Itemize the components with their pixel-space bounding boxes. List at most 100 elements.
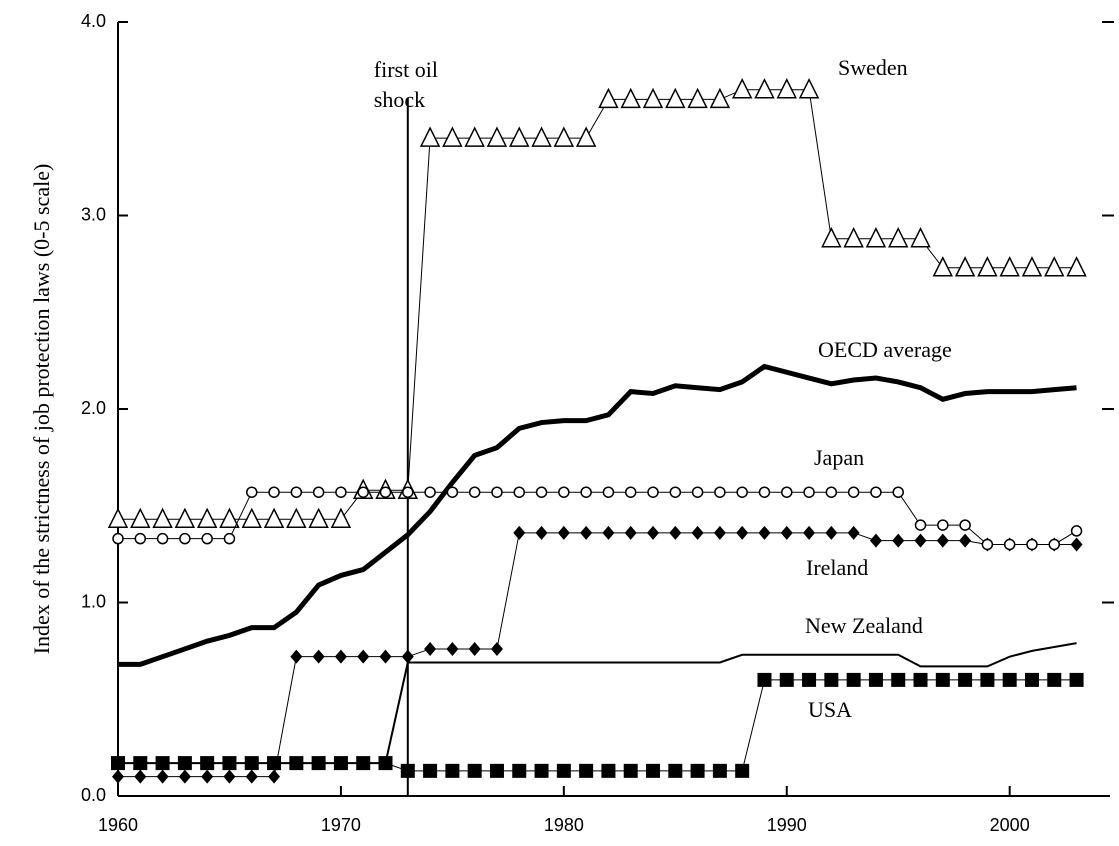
circle-marker — [1048, 538, 1061, 551]
triangle-marker — [865, 227, 887, 248]
circle-marker — [112, 532, 124, 545]
triangle-marker — [798, 78, 820, 99]
diamond-marker — [223, 769, 236, 784]
diamond-marker — [513, 525, 526, 540]
diamond-marker — [201, 769, 214, 784]
diamond-marker — [379, 649, 392, 664]
circle-marker — [825, 486, 838, 498]
diamond-marker — [713, 525, 726, 540]
square-marker — [333, 756, 348, 771]
x-tick-label: 2000 — [990, 815, 1030, 835]
triangle-marker — [1044, 256, 1065, 277]
y-tick-label: 1.0 — [81, 591, 106, 611]
triangle-marker — [152, 507, 173, 529]
circle-marker — [558, 486, 570, 498]
square-marker — [891, 672, 906, 687]
triangle-marker — [999, 256, 1020, 277]
circle-marker — [1003, 538, 1016, 551]
triangle-marker — [486, 126, 508, 147]
triangle-marker — [620, 87, 641, 109]
triangle-marker — [286, 507, 307, 529]
circle-marker — [624, 486, 637, 498]
diamond-marker — [758, 525, 771, 540]
circle-marker — [803, 486, 815, 498]
diamond-marker — [334, 649, 347, 664]
square-marker — [601, 763, 616, 778]
triangle-marker — [709, 87, 731, 109]
square-marker — [623, 763, 638, 778]
square-marker — [913, 672, 928, 687]
square-marker — [400, 763, 415, 778]
circle-marker — [736, 486, 748, 498]
diamond-marker — [892, 533, 905, 548]
triangle-marker — [308, 507, 329, 529]
square-marker — [378, 756, 393, 771]
circle-marker — [959, 519, 971, 531]
square-marker — [445, 763, 460, 778]
square-marker — [423, 763, 438, 778]
diamond-marker — [446, 641, 459, 656]
square-marker — [133, 756, 148, 771]
circle-marker — [402, 486, 414, 498]
x-tick-label: 1960 — [98, 815, 138, 835]
triangle-marker — [241, 507, 262, 529]
diamond-marker — [312, 649, 325, 664]
x-tick-label: 1990 — [767, 815, 807, 835]
series-line — [118, 532, 1077, 778]
series-line — [118, 642, 1077, 765]
diamond-marker — [401, 649, 414, 664]
triangle-marker — [442, 126, 463, 147]
square-marker — [177, 756, 192, 771]
square-marker — [489, 763, 504, 778]
series-line — [118, 491, 1077, 545]
series-label: OECD average — [818, 337, 952, 362]
square-marker — [735, 763, 750, 778]
triangle-marker — [531, 126, 552, 147]
circle-marker — [156, 532, 169, 545]
square-marker — [200, 756, 215, 771]
diamond-marker — [112, 769, 124, 784]
square-marker — [534, 763, 549, 778]
square-marker — [244, 756, 259, 771]
circle-marker — [892, 486, 904, 498]
circle-marker — [647, 486, 659, 498]
triangle-marker — [977, 256, 998, 277]
square-marker — [111, 756, 125, 771]
triangle-marker — [731, 78, 753, 99]
y-tick-label: 2.0 — [81, 398, 106, 418]
triangle-marker — [130, 507, 151, 529]
series-label: USA — [808, 697, 852, 722]
square-marker — [311, 756, 326, 771]
triangle-marker — [954, 256, 976, 277]
circle-marker — [847, 486, 860, 498]
circle-marker — [535, 486, 548, 498]
diamond-marker — [424, 641, 437, 656]
circle-marker — [602, 486, 615, 498]
triangle-marker — [754, 78, 775, 99]
series-line — [118, 679, 1077, 772]
y-tick-label: 0.0 — [81, 785, 106, 805]
circle-marker — [914, 519, 927, 531]
square-marker — [935, 672, 950, 687]
x-tick-label: 1970 — [321, 815, 361, 835]
square-marker — [690, 763, 705, 778]
triangle-marker — [843, 227, 864, 248]
square-marker — [1047, 672, 1062, 687]
diamond-marker — [803, 525, 816, 540]
triangle-marker — [575, 126, 597, 147]
circle-marker — [134, 532, 147, 545]
circle-marker — [468, 486, 481, 498]
diamond-marker — [691, 525, 704, 540]
circle-marker — [290, 486, 303, 498]
circle-marker — [937, 519, 949, 531]
diamond-marker — [847, 525, 860, 540]
triangle-marker — [330, 507, 352, 529]
circle-marker — [312, 486, 325, 498]
triangle-marker — [776, 78, 797, 99]
diamond-marker — [468, 641, 481, 656]
diamond-marker — [624, 525, 637, 540]
series-label: New Zealand — [805, 613, 923, 638]
square-marker — [757, 672, 772, 687]
square-marker — [712, 763, 727, 778]
